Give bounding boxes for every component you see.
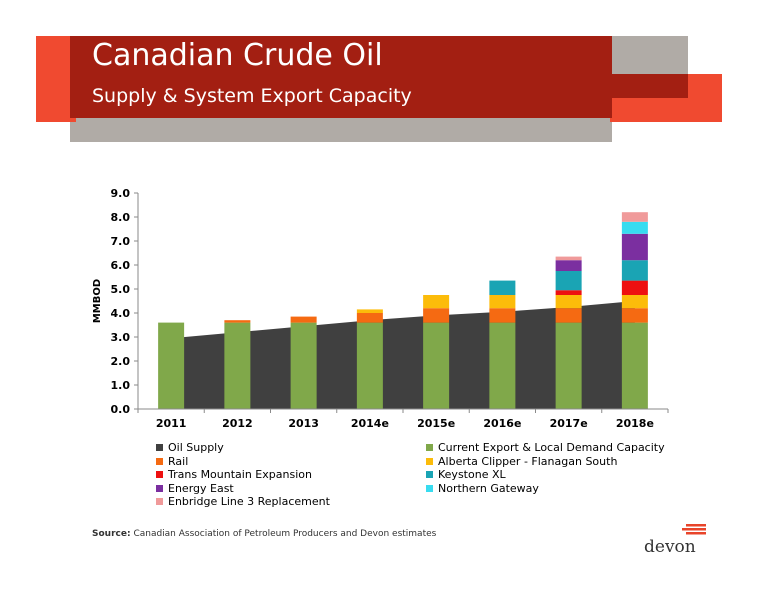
x-tick-label: 2016e (483, 417, 521, 430)
y-tick-label: 1.0 (111, 379, 131, 392)
x-tick-label: 2017e (550, 417, 588, 430)
legend-item: Northern Gateway (426, 482, 539, 495)
y-tick-label: 9.0 (111, 187, 131, 200)
x-tick-label: 2015e (417, 417, 455, 430)
legend-label: Oil Supply (168, 441, 224, 454)
legend-label: Current Export & Local Demand Capacity (438, 441, 665, 454)
bar-2018e-series-3 (621, 280, 648, 295)
bar-2012-series-1 (224, 320, 251, 323)
devon-logo-text: devon (644, 537, 696, 557)
x-tick-label: 2012 (222, 417, 253, 430)
y-tick-label: 2.0 (111, 355, 131, 368)
y-tick-label: 5.0 (111, 283, 131, 296)
bar-2018e-series-1 (621, 308, 648, 323)
legend-label: Enbridge Line 3 Replacement (168, 495, 330, 508)
legend-item: Oil Supply (156, 441, 224, 454)
bar-2017e-series-4 (555, 271, 582, 291)
page-title: Canadian Crude Oil (92, 38, 383, 73)
legend-swatch (156, 457, 163, 465)
axis-layer: 0.0 1.0 2.0 3.0 4.0 5.0 6.0 7.0 8.0 9.0 2011 2012 20… (111, 187, 669, 430)
legend-swatch (156, 444, 163, 451)
y-tick-label: 6.0 (111, 259, 131, 272)
header-bright-red-left (36, 36, 76, 122)
bar-2016e-series-4 (489, 280, 516, 295)
y-tick-label: 3.0 (111, 331, 131, 344)
bar-2018e-series-5 (621, 233, 648, 261)
y-tick-label: 4.0 (111, 307, 131, 320)
legend-label: Northern Gateway (438, 481, 539, 495)
devon-logo-icon (682, 524, 706, 535)
header-dark-red-notch (610, 74, 688, 98)
legend-label: Energy East (168, 481, 234, 495)
bar-2018e-series-6 (621, 221, 648, 234)
legend-item: Trans Mountain Expansion (156, 468, 312, 481)
y-tick-label: 7.0 (111, 235, 131, 248)
legend-label: Trans Mountain Expansion (168, 468, 312, 481)
page-subtitle: Supply & System Export Capacity (92, 85, 412, 107)
bar-2017e-series-1 (555, 308, 582, 323)
header-gray-top-right (610, 36, 688, 74)
legend-swatch (426, 444, 433, 451)
legend-item: Current Export & Local Demand Capacity (426, 441, 665, 454)
legend-swatch (426, 484, 433, 492)
bar-2015e-series-2 (423, 295, 450, 309)
bar-2016e-series-1 (489, 308, 516, 323)
header-dark-red-band (70, 36, 612, 118)
bar-2016e-series-2 (489, 295, 516, 309)
bar-2018e-series-0 (621, 322, 648, 409)
bar-2012-series-0 (224, 322, 251, 409)
legend-item: Keystone XL (426, 468, 506, 481)
bar-2017e-series-5 (555, 260, 582, 271)
bar-2017e-series-7 (555, 256, 582, 261)
legend-swatch (156, 484, 163, 492)
bar-2015e-series-0 (423, 322, 450, 409)
bar-2014e-series-0 (356, 322, 383, 409)
x-tick-label: 2014e (351, 417, 389, 430)
legend-swatch (426, 457, 433, 465)
y-axis-label: MMBOD (92, 279, 103, 323)
legend-swatch (426, 471, 433, 478)
legend-item: Enbridge Line 3 Replacement (156, 495, 330, 508)
legend-swatch (156, 471, 163, 478)
legend-label: Alberta Clipper - Flanagan South (438, 454, 618, 468)
bar-2018e-series-7 (621, 212, 648, 222)
bar-2017e-series-0 (555, 322, 582, 409)
oil-supply-area (171, 301, 635, 409)
bar-2018e-series-2 (621, 295, 648, 309)
oil-supply-area-layer (171, 301, 635, 409)
bar-2014e-series-1 (356, 313, 383, 323)
legend-label: Keystone XL (438, 468, 506, 481)
x-tick-label: 2011 (156, 417, 187, 430)
legend-label: Rail (168, 454, 189, 468)
source-text: Canadian Association of Petroleum Produc… (133, 529, 437, 539)
legend-item: Energy East (156, 482, 234, 495)
x-tick-label: 2018e (616, 417, 654, 430)
legend-item: Rail (156, 455, 188, 468)
bar-2015e-series-1 (423, 308, 450, 323)
bar-2017e-series-2 (555, 295, 582, 309)
bar-2013-series-1 (290, 316, 317, 323)
bar-2013-series-0 (290, 322, 317, 409)
x-tick-label: 2013 (288, 417, 319, 430)
source-note: Source: Canadian Association of Petroleu… (92, 529, 436, 539)
legend-swatch (156, 498, 163, 505)
bar-2014e-series-2 (356, 309, 383, 313)
header-gray-band (70, 118, 612, 142)
legend-item: Alberta Clipper - Flanagan South (426, 455, 617, 468)
bar-2011-series-0 (158, 322, 185, 409)
bar-2018e-series-4 (621, 260, 648, 281)
source-label: Source: (92, 529, 131, 539)
bar-2017e-series-3 (555, 290, 582, 295)
y-tick-label: 8.0 (111, 211, 131, 224)
bar-layer (158, 212, 648, 409)
y-tick-label: 0.0 (111, 403, 131, 416)
bar-2016e-series-0 (489, 322, 516, 409)
